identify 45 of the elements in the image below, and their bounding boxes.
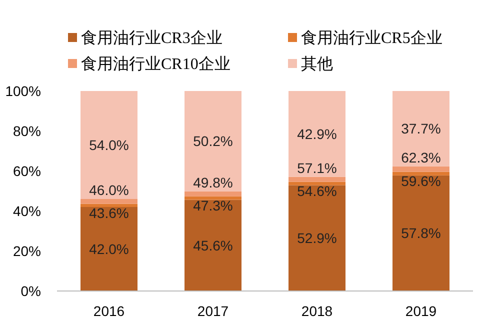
legend-label: 其他	[301, 55, 333, 73]
x-tick-label: 2016	[93, 303, 125, 319]
bar	[288, 185, 346, 291]
annotation: 57.1%	[297, 160, 337, 176]
bar	[392, 172, 450, 176]
x-tick-label: 2019	[405, 303, 437, 319]
bar	[184, 196, 242, 200]
y-tick-label: 80%	[12, 123, 41, 139]
annotation: 59.6%	[401, 172, 441, 189]
y-tick-label: 0%	[20, 283, 41, 299]
legend-label: 食用油行业CR3企业	[81, 29, 222, 47]
bar	[184, 191, 242, 196]
annotation: 43.6%	[89, 204, 129, 221]
x-tick-label: 2018	[301, 303, 333, 319]
bar	[392, 166, 450, 172]
data-label: 52.9%	[297, 230, 337, 246]
data-label: 42.0%	[89, 241, 129, 257]
legend-label: 食用油行业CR5企业	[301, 29, 442, 47]
data-label: 45.6%	[193, 237, 233, 254]
data-label: 37.7%	[401, 120, 441, 137]
bar	[80, 199, 138, 204]
annotation: 54.6%	[297, 182, 337, 199]
annotation: 47.3%	[193, 197, 233, 214]
annotation: 49.8%	[193, 174, 233, 190]
y-tick-label: 20%	[12, 243, 41, 259]
data-label: 57.8%	[401, 225, 441, 242]
bar	[392, 91, 450, 166]
y-tick-label: 100%	[5, 83, 41, 99]
data-label: 54.0%	[89, 137, 129, 153]
data-label: 42.9%	[297, 126, 337, 142]
legend-label: 食用油行业CR10企业	[81, 55, 230, 73]
bar	[392, 175, 450, 291]
y-tick-label: 60%	[12, 163, 41, 179]
bar	[288, 91, 346, 177]
annotation: 46.0%	[89, 182, 129, 198]
bar	[288, 176, 346, 182]
bar	[184, 91, 242, 192]
x-tick-label: 2017	[197, 303, 229, 319]
annotation: 62.3%	[401, 149, 441, 166]
bar	[184, 200, 242, 291]
bar	[80, 91, 138, 199]
y-tick-label: 40%	[12, 203, 41, 219]
bar	[80, 204, 138, 207]
bar	[80, 207, 138, 291]
data-label: 50.2%	[193, 133, 233, 150]
